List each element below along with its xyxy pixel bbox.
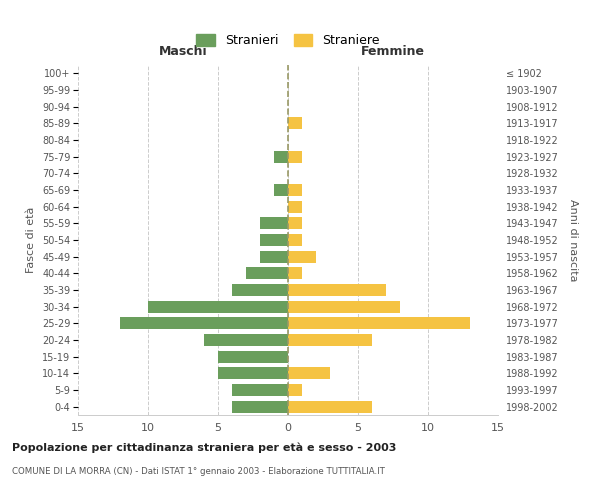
Bar	[288, 334, 372, 346]
Text: Maschi: Maschi	[158, 46, 208, 59]
Bar	[232, 384, 288, 396]
Bar	[288, 118, 302, 130]
Text: Popolazione per cittadinanza straniera per età e sesso - 2003: Popolazione per cittadinanza straniera p…	[12, 442, 397, 453]
Bar	[218, 368, 288, 380]
Bar	[260, 234, 288, 246]
Bar	[120, 318, 288, 330]
Legend: Stranieri, Straniere: Stranieri, Straniere	[191, 29, 385, 52]
Text: Femmine: Femmine	[361, 46, 425, 59]
Bar	[274, 150, 288, 162]
Bar	[260, 250, 288, 262]
Bar	[288, 400, 372, 412]
Bar	[288, 234, 302, 246]
Bar	[288, 368, 330, 380]
Bar	[274, 184, 288, 196]
Y-axis label: Fasce di età: Fasce di età	[26, 207, 37, 273]
Bar	[288, 250, 316, 262]
Bar	[288, 384, 302, 396]
Bar	[246, 268, 288, 280]
Bar	[288, 268, 302, 280]
Bar	[288, 150, 302, 162]
Bar	[218, 350, 288, 362]
Bar	[288, 284, 386, 296]
Bar	[232, 284, 288, 296]
Y-axis label: Anni di nascita: Anni di nascita	[568, 198, 578, 281]
Bar	[288, 318, 470, 330]
Text: COMUNE DI LA MORRA (CN) - Dati ISTAT 1° gennaio 2003 - Elaborazione TUTTITALIA.I: COMUNE DI LA MORRA (CN) - Dati ISTAT 1° …	[12, 468, 385, 476]
Bar	[288, 184, 302, 196]
Bar	[260, 218, 288, 230]
Bar	[288, 218, 302, 230]
Bar	[232, 400, 288, 412]
Bar	[288, 300, 400, 312]
Bar	[148, 300, 288, 312]
Bar	[204, 334, 288, 346]
Bar	[288, 200, 302, 212]
